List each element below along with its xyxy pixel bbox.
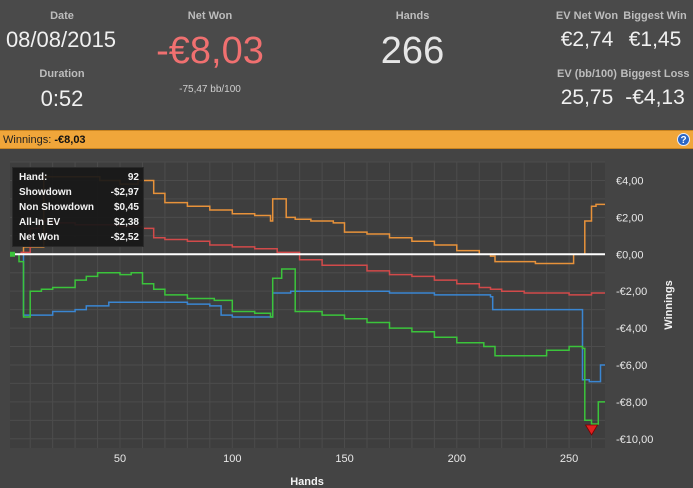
date-value: 08/08/2015 — [5, 27, 117, 52]
y-tick-label: €4,00 — [616, 175, 644, 187]
winnings-bar-value: -€8,03 — [54, 134, 86, 146]
tooltip-showdown-label: Showdown — [19, 187, 72, 198]
tooltip-non-showdown-label: Non Showdown — [19, 202, 94, 213]
hands-label: Hands — [395, 10, 430, 22]
y-tick-label: €0,00 — [616, 249, 644, 261]
y-tick-label: -€10,00 — [616, 434, 653, 446]
x-tick-label: 150 — [335, 453, 353, 465]
tooltip-allin-ev-label: All-In EV — [19, 217, 61, 228]
stats-header: Date 08/08/2015 Duration 0:52 Net Won -€… — [0, 0, 693, 130]
tooltip-hand-label: Hand: — [19, 172, 48, 183]
date-label: Date — [50, 10, 74, 22]
biggest-win-value: €1,45 — [628, 28, 682, 51]
ev-net-won-label: EV Net Won — [555, 10, 619, 22]
help-icon[interactable]: ? — [677, 133, 690, 146]
tooltip-hand-value: 92 — [127, 172, 139, 183]
tooltip-allin-ev-value: $2,38 — [113, 217, 139, 228]
start-marker — [10, 251, 15, 257]
x-axis-title: Hands — [290, 476, 324, 488]
x-tick-label: 200 — [448, 453, 466, 465]
x-tick-label: 50 — [114, 453, 126, 465]
y-tick-label: -€6,00 — [616, 360, 647, 372]
axis-ticks: 50 100 150 200 250 €4,00 €2,00 €0,00 -€2,00 -€4,0… — [114, 175, 653, 465]
duration-label: Duration — [39, 68, 85, 80]
y-tick-label: -€4,00 — [616, 323, 647, 335]
winnings-bar-label: Winnings: — [3, 134, 52, 146]
hand-tooltip: Hand: 92 Showdown -$2,97 Non Showdown $0… — [12, 167, 144, 247]
hands-value: 266 — [380, 30, 445, 72]
ev-net-won-value: €2,74 — [560, 28, 614, 51]
x-tick-label: 100 — [223, 453, 241, 465]
min-point-marker — [584, 424, 599, 436]
tooltip-showdown-value: -$2,97 — [110, 187, 139, 198]
y-tick-label: -€2,00 — [616, 286, 647, 298]
winnings-bar: Winnings: -€8,03 ? — [0, 130, 693, 149]
duration-value: 0:52 — [40, 86, 84, 111]
net-won-label: Net Won — [187, 10, 233, 22]
net-won-bb100: -75,47 bb/100 — [179, 84, 241, 95]
winnings-bar-text: Winnings: -€8,03 — [3, 134, 86, 146]
ev-bb100-label: EV (bb/100) — [557, 68, 617, 80]
tooltip-net-won-label: Net Won — [19, 232, 60, 243]
tooltip-non-showdown-value: $0,45 — [113, 202, 139, 213]
y-tick-label: €2,00 — [616, 212, 644, 224]
biggest-win-label: Biggest Win — [623, 10, 687, 22]
x-tick-label: 250 — [560, 453, 578, 465]
y-axis-title: Winnings — [663, 280, 675, 329]
y-tick-label: -€8,00 — [616, 397, 647, 409]
biggest-loss-label: Biggest Loss — [620, 68, 690, 80]
net-won-value: -€8,03 — [156, 30, 264, 72]
series-net-won — [10, 253, 605, 425]
ev-bb100-value: 25,75 — [560, 86, 614, 109]
tooltip-net-won-value: -$2,52 — [110, 232, 139, 243]
biggest-loss-value: -€4,13 — [625, 86, 685, 109]
